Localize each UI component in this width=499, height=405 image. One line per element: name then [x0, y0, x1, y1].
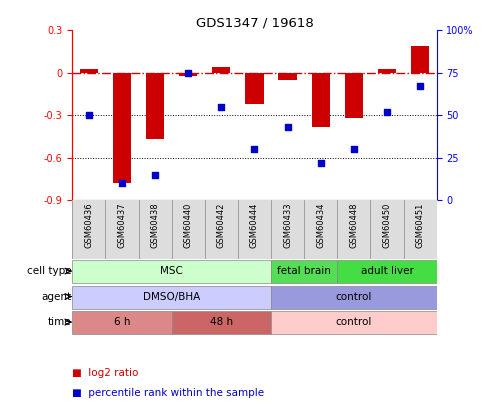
Text: DMSO/BHA: DMSO/BHA	[143, 292, 200, 302]
Point	[250, 146, 258, 153]
Text: 6 h: 6 h	[114, 317, 130, 327]
Bar	[378, 68, 396, 73]
Bar	[72, 260, 271, 283]
Bar	[411, 46, 429, 73]
Text: GSM60444: GSM60444	[250, 202, 259, 247]
Text: agent: agent	[41, 292, 72, 302]
Text: MSC: MSC	[160, 266, 183, 276]
Bar	[72, 311, 172, 334]
Text: GSM60438: GSM60438	[151, 202, 160, 248]
Text: GSM60448: GSM60448	[349, 202, 358, 247]
Title: GDS1347 / 19618: GDS1347 / 19618	[196, 16, 313, 29]
Text: fetal brain: fetal brain	[277, 266, 331, 276]
Bar	[278, 73, 297, 80]
Bar	[271, 311, 437, 334]
Text: time: time	[48, 317, 72, 327]
Text: adult liver: adult liver	[360, 266, 413, 276]
Bar	[72, 286, 271, 309]
Bar	[113, 73, 131, 183]
Text: GSM60450: GSM60450	[382, 202, 391, 247]
Text: GSM60433: GSM60433	[283, 202, 292, 248]
Bar	[80, 68, 98, 73]
Text: ■  percentile rank within the sample: ■ percentile rank within the sample	[72, 388, 264, 398]
Bar	[246, 73, 263, 104]
Text: GSM60434: GSM60434	[316, 202, 325, 247]
Text: GSM60451: GSM60451	[416, 202, 425, 247]
Point	[184, 70, 192, 76]
Text: cell type: cell type	[27, 266, 72, 276]
Bar	[212, 67, 231, 73]
Point	[416, 83, 424, 90]
Bar	[337, 260, 437, 283]
Point	[317, 160, 325, 166]
Point	[85, 112, 93, 119]
Text: control: control	[336, 292, 372, 302]
Text: GSM60440: GSM60440	[184, 202, 193, 247]
Point	[118, 180, 126, 187]
Bar	[271, 286, 437, 309]
Bar	[311, 73, 330, 127]
Point	[383, 109, 391, 115]
Text: GSM60442: GSM60442	[217, 202, 226, 247]
Bar	[179, 73, 198, 76]
Bar	[271, 260, 337, 283]
Bar	[146, 73, 164, 139]
Text: control: control	[336, 317, 372, 327]
Text: ■  log2 ratio: ■ log2 ratio	[72, 368, 139, 378]
Point	[350, 146, 358, 153]
Text: GSM60437: GSM60437	[118, 202, 127, 248]
Bar	[172, 311, 271, 334]
Point	[151, 172, 159, 178]
Text: 48 h: 48 h	[210, 317, 233, 327]
Text: GSM60436: GSM60436	[84, 202, 93, 248]
Point	[283, 124, 291, 130]
Bar	[345, 73, 363, 118]
Point	[218, 104, 226, 110]
